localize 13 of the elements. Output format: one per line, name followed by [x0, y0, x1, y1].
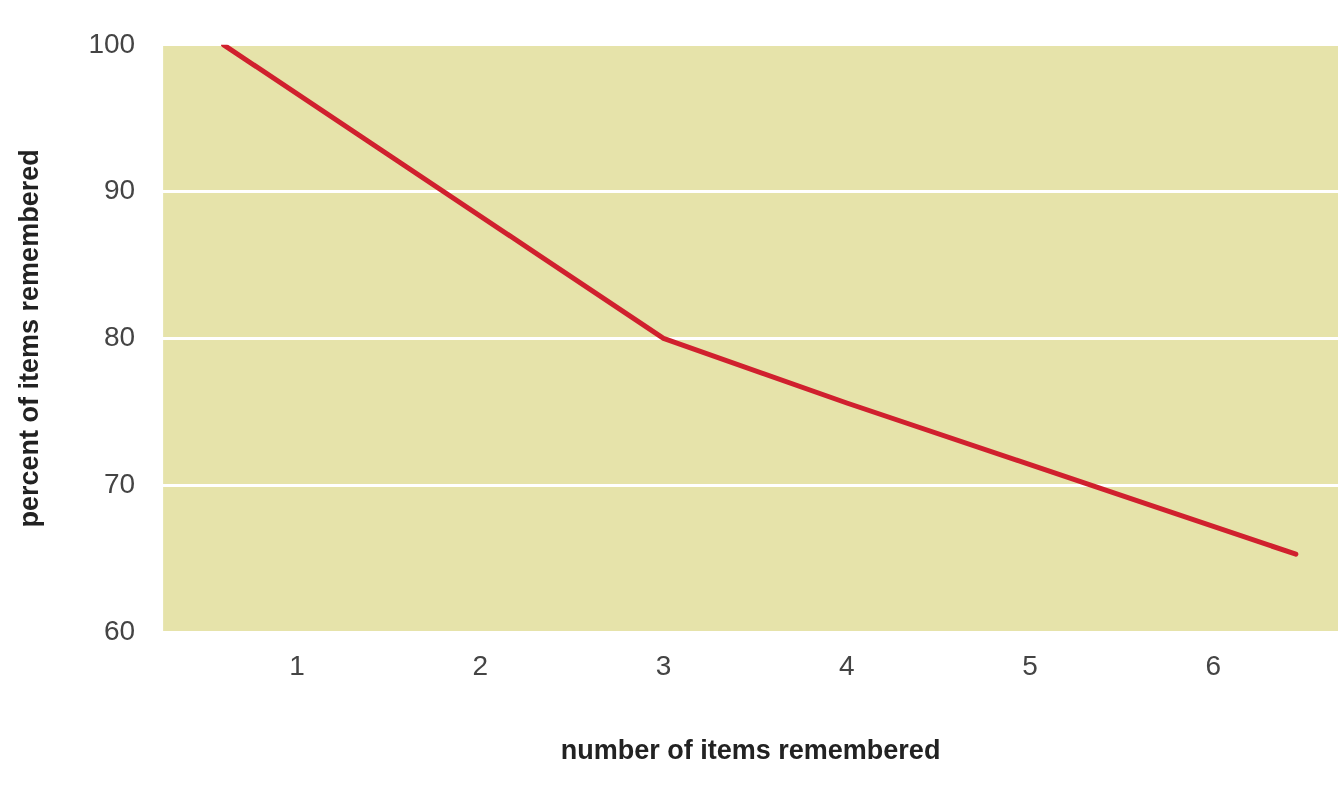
x-tick-label: 3 [655, 649, 672, 681]
y-tick-label: 80 [103, 321, 136, 353]
x-axis-title: number of items remembered [560, 735, 941, 766]
x-tick-label: 2 [472, 649, 488, 681]
x-tick-label: 1 [289, 649, 305, 681]
y-tick-label: 100 [88, 27, 136, 59]
x-tick-label: 5 [1022, 649, 1038, 681]
y-axis-title: percent of items remembered [13, 149, 44, 528]
x-tick-label: 4 [839, 649, 855, 681]
x-tick-label: 6 [1205, 649, 1222, 681]
y-tick-label: 90 [103, 174, 136, 206]
y-tick-label: 70 [103, 467, 136, 499]
y-tick-label: 60 [103, 614, 136, 646]
